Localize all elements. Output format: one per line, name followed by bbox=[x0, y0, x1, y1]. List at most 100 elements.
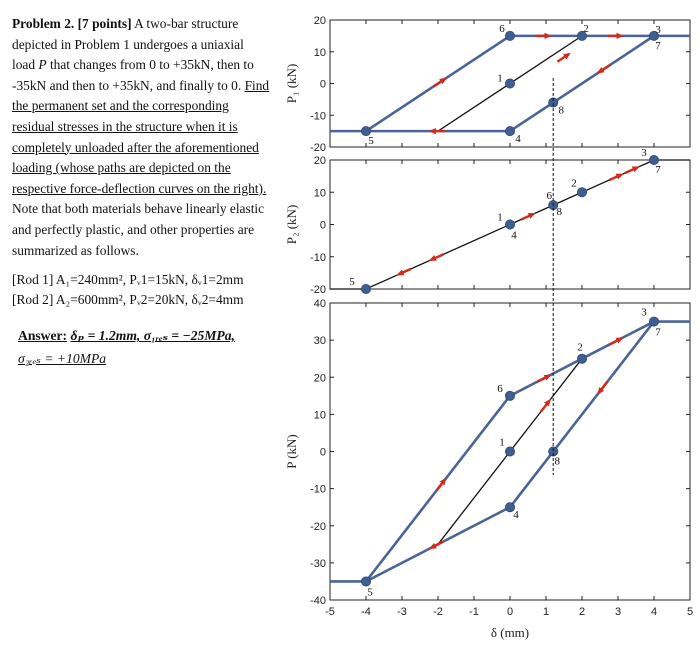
arrow-6-2-head bbox=[543, 374, 552, 381]
x-tick-label: 2 bbox=[579, 606, 585, 618]
arrow-3-8-head bbox=[597, 387, 605, 395]
problem-statement: Problem 2. [7 points] A two-bar structur… bbox=[12, 14, 270, 261]
x-tick-label: -5 bbox=[325, 606, 335, 618]
problem-intro-b: that changes from 0 to +35kN, then to -3… bbox=[12, 57, 254, 93]
data-point bbox=[504, 219, 515, 230]
y-tick-label: -20 bbox=[310, 142, 326, 154]
y-tick-label: -30 bbox=[310, 558, 326, 570]
data-point bbox=[504, 446, 515, 457]
arrow-4-5-head bbox=[429, 542, 437, 549]
y-tick-label: 20 bbox=[314, 372, 326, 384]
y-tick-label: 30 bbox=[314, 335, 326, 347]
arrow-2-3-head bbox=[616, 32, 624, 39]
data-point bbox=[504, 78, 515, 89]
y-tick-label: -10 bbox=[310, 252, 326, 264]
arrow-up-left-head bbox=[439, 77, 447, 85]
y-tick-label: 40 bbox=[314, 298, 326, 310]
data-point bbox=[577, 353, 588, 364]
point-label-8: 8 bbox=[556, 206, 562, 218]
chart-2: -20 -10 0 10 20 P₂ (kN) 14 68 2 37 5 bbox=[284, 147, 691, 296]
point-label-7: 7 bbox=[655, 327, 661, 339]
data-point bbox=[504, 390, 515, 401]
chart-1: -20 -10 0 10 20 P₁ (kN) 6 2 3 7 1 8 5 4 bbox=[284, 15, 691, 154]
y-tick-label: -10 bbox=[310, 484, 326, 496]
problem-note: Note that both materials behave linearly… bbox=[12, 201, 265, 258]
answer-line2: σ₂ᵣₑₛ = +10MPa bbox=[18, 350, 107, 366]
arrow-2-3-head bbox=[615, 337, 624, 344]
arrow-up-head bbox=[527, 213, 536, 219]
x-tick-label: 4 bbox=[651, 606, 657, 618]
y-tick-label: -40 bbox=[310, 595, 326, 607]
point-label-4: 4 bbox=[515, 133, 521, 145]
problem-text: Problem 2. [7 points] A two-bar structur… bbox=[12, 14, 270, 369]
arrow-3-8-head bbox=[596, 67, 605, 74]
arrow-down-2-head bbox=[396, 269, 405, 276]
point-label-5: 5 bbox=[368, 135, 374, 147]
y-tick-label: -20 bbox=[310, 521, 326, 533]
data-point bbox=[360, 283, 371, 294]
problem-intro-a: A two-bar structure depicted in Problem … bbox=[12, 16, 244, 73]
x-tick-label: 0 bbox=[507, 606, 513, 618]
data-point bbox=[649, 30, 660, 41]
point-label-2: 2 bbox=[571, 177, 577, 189]
point-label-2: 2 bbox=[577, 342, 583, 354]
answer-label: Answer: bbox=[18, 328, 68, 344]
point-label-5: 5 bbox=[349, 276, 355, 288]
data-point bbox=[548, 446, 559, 457]
rod1-properties: [Rod 1] A₁=240mm², Pᵥ1=15kN, δᵥ1=2mm bbox=[12, 272, 244, 288]
arrow-up-3-head bbox=[631, 166, 640, 173]
point-label-3: 3 bbox=[641, 307, 647, 319]
arrow-6-2-head bbox=[544, 32, 552, 39]
point-label-8: 8 bbox=[558, 105, 564, 117]
y-tick-label: 10 bbox=[314, 187, 326, 199]
point-label-3: 3 bbox=[641, 147, 647, 159]
data-point bbox=[504, 126, 515, 137]
x-tick-label: 5 bbox=[687, 606, 693, 618]
data-point bbox=[548, 97, 559, 108]
y-tick-label: -20 bbox=[310, 284, 326, 296]
point-label-2: 2 bbox=[583, 23, 589, 35]
y-axis-label: P₂ (kN) bbox=[284, 205, 299, 245]
arrow-1-2-head bbox=[563, 52, 571, 60]
y-axis-label: P₁ (kN) bbox=[284, 64, 299, 104]
x-axis-label: δ (mm) bbox=[491, 625, 529, 640]
y-tick-label: -10 bbox=[310, 110, 326, 122]
arrow-4-5-head bbox=[428, 128, 436, 135]
arrow-up-2-head bbox=[615, 173, 624, 180]
arrow-1-2-head bbox=[544, 398, 551, 407]
y-tick-label: 10 bbox=[314, 409, 326, 421]
point-label-3: 3 bbox=[655, 24, 661, 36]
y-tick-label: 0 bbox=[320, 79, 326, 91]
point-label-5: 5 bbox=[367, 586, 373, 598]
data-point bbox=[577, 187, 588, 198]
data-point bbox=[504, 502, 515, 513]
point-label-6: 6 bbox=[546, 190, 552, 202]
arrow-down-head bbox=[428, 255, 437, 261]
data-point bbox=[360, 576, 371, 587]
point-label-4: 4 bbox=[511, 230, 517, 242]
answer: Answer: δₚ = 1.2mm, σ₁ᵣₑₛ = −25MPa, σ₂ᵣₑ… bbox=[12, 326, 270, 369]
problem-intro-p: P bbox=[38, 57, 47, 73]
x-tick-label: -2 bbox=[433, 606, 443, 618]
problem-task: Find the permanent set and the correspon… bbox=[12, 77, 270, 196]
point-label-1: 1 bbox=[497, 212, 503, 224]
data-point bbox=[504, 30, 515, 41]
data-point bbox=[649, 316, 660, 327]
y-tick-label: 0 bbox=[320, 220, 326, 232]
point-label-1: 1 bbox=[499, 437, 505, 449]
point-label-6: 6 bbox=[499, 23, 505, 35]
x-tick-label: -1 bbox=[469, 606, 479, 618]
point-label-8: 8 bbox=[554, 456, 560, 468]
point-label-7: 7 bbox=[655, 164, 661, 176]
point-label-4: 4 bbox=[513, 509, 519, 521]
point-label-6: 6 bbox=[497, 383, 503, 395]
answer-line1: δₚ = 1.2mm, σ₁ᵣₑₛ = −25MPa, bbox=[70, 328, 235, 344]
y-tick-label: 10 bbox=[314, 47, 326, 59]
point-label-1: 1 bbox=[497, 73, 503, 85]
point-label-7: 7 bbox=[655, 40, 661, 52]
y-axis-label: P (kN) bbox=[284, 434, 299, 469]
x-tick-label: 3 bbox=[615, 606, 621, 618]
rod2-properties: [Rod 2] A₂=600mm², Pᵥ2=20kN, δᵥ2=4mm bbox=[12, 292, 244, 308]
